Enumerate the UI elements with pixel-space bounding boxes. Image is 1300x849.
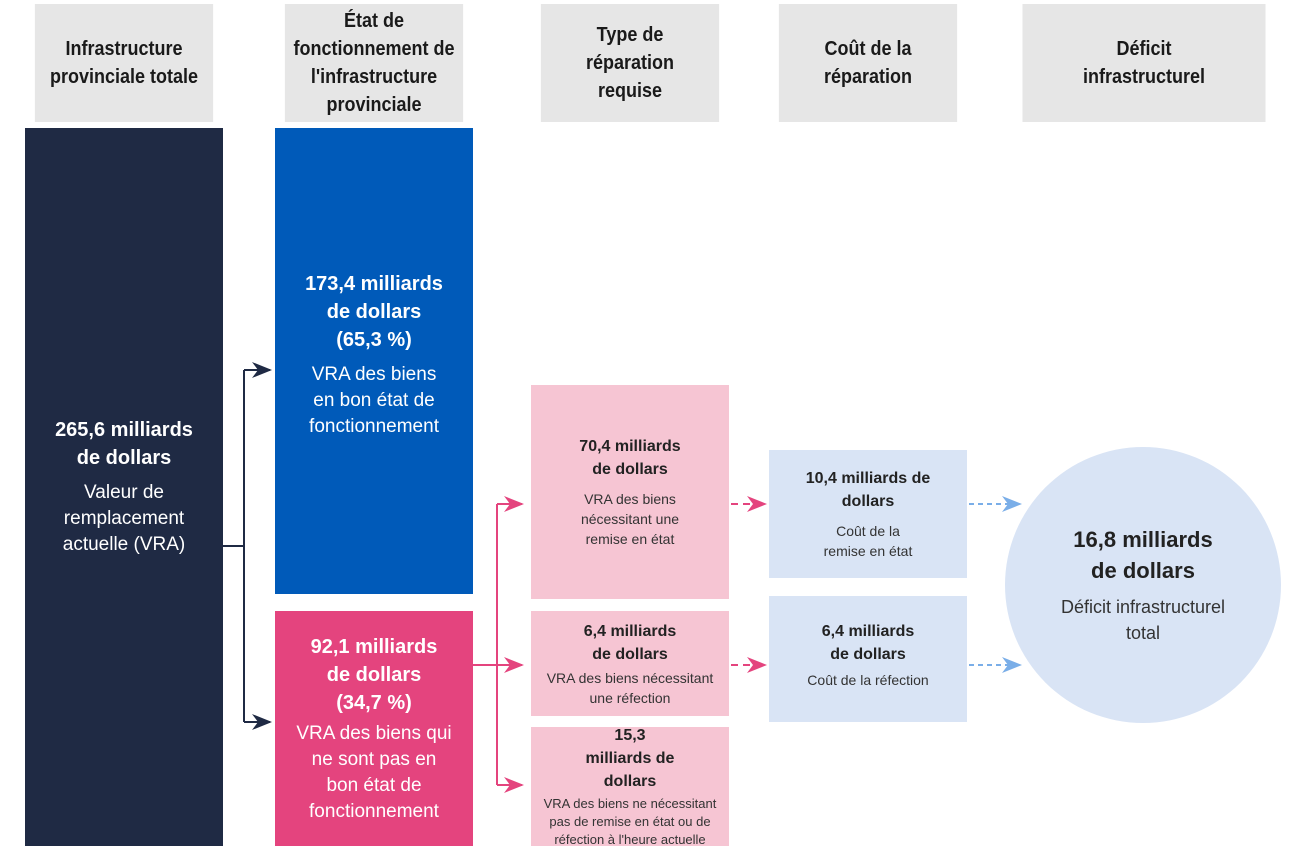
good-value: 173,4 milliards de dollars <box>305 273 443 323</box>
pink-connector <box>473 496 767 793</box>
repair-label: VRA des biens ne nécessitant pas de remi… <box>543 796 717 847</box>
cost-label: Coût de la réfection <box>807 672 929 688</box>
cost-box-rehab: 10,4 milliards de dollars Coût de la rem… <box>769 450 967 578</box>
cost-value: 6,4 milliards de dollars <box>821 623 915 663</box>
blue-dashed-connector <box>969 496 1022 673</box>
repair-label: VRA des biens nécessitant une remise en … <box>580 491 680 547</box>
repair-box-none: 15,3 milliards de dollars VRA des biens … <box>531 727 729 847</box>
cost-box-renewal: 6,4 milliards de dollars Coût de la réfe… <box>769 596 967 722</box>
good-label: VRA des biens en bon état de fonctionnem… <box>309 364 439 437</box>
total-label: Valeur de remplacement actuelle (VRA) <box>62 482 186 555</box>
cost-value: 10,4 milliards de dollars <box>805 470 931 510</box>
header-deficit: Déficit infrastructurel <box>1022 4 1266 122</box>
repair-value: 15,3 milliards de dollars <box>585 727 675 790</box>
repair-box-renewal: 6,4 milliards de dollars VRA des biens n… <box>531 611 729 716</box>
repair-box-rehab: 70,4 milliards de dollars VRA des biens … <box>531 385 729 599</box>
deficit-value: 16,8 milliards de dollars <box>1073 527 1213 583</box>
bad-value: 92,1 milliards de dollars <box>310 635 438 686</box>
header-label: Type de réparation requise <box>585 24 675 102</box>
header-total: Infrastructure provinciale totale <box>34 4 214 122</box>
deficit-circle: 16,8 milliards de dollars Déficit infras… <box>1005 447 1281 723</box>
header-repair-type: Type de réparation requise <box>540 4 720 122</box>
header-label: Déficit infrastructurel <box>1082 38 1206 88</box>
deficit-label: Déficit infrastructurel total <box>1060 597 1226 643</box>
cost-label: Coût de la remise en état <box>823 523 913 559</box>
good-box: 173,4 milliards de dollars (65,3 %) VRA … <box>275 128 473 594</box>
header-cost: Coût de la réparation <box>778 4 958 122</box>
bad-label: VRA des biens qui ne sont pas en bon éta… <box>296 722 452 822</box>
good-pct: (65,3 %) <box>336 329 412 351</box>
header-label: Infrastructure provinciale totale <box>49 38 199 88</box>
bad-pct: (34,7 %) <box>336 691 412 714</box>
total-value: 265,6 milliards de dollars <box>55 419 193 469</box>
dark-connector <box>223 362 272 730</box>
repair-label: VRA des biens nécessitant une réfection <box>546 669 714 706</box>
bad-box: 92,1 milliards de dollars (34,7 %) VRA d… <box>275 611 473 846</box>
total-box: 265,6 milliards de dollars Valeur de rem… <box>25 128 223 846</box>
header-state: État de fonctionnement de l'infrastructu… <box>284 4 464 122</box>
repair-value: 70,4 milliards de dollars <box>579 438 681 478</box>
repair-value: 6,4 milliards de dollars <box>583 622 677 663</box>
header-label: État de fonctionnement de l'infrastructu… <box>293 10 455 116</box>
header-label: Coût de la réparation <box>823 38 913 88</box>
